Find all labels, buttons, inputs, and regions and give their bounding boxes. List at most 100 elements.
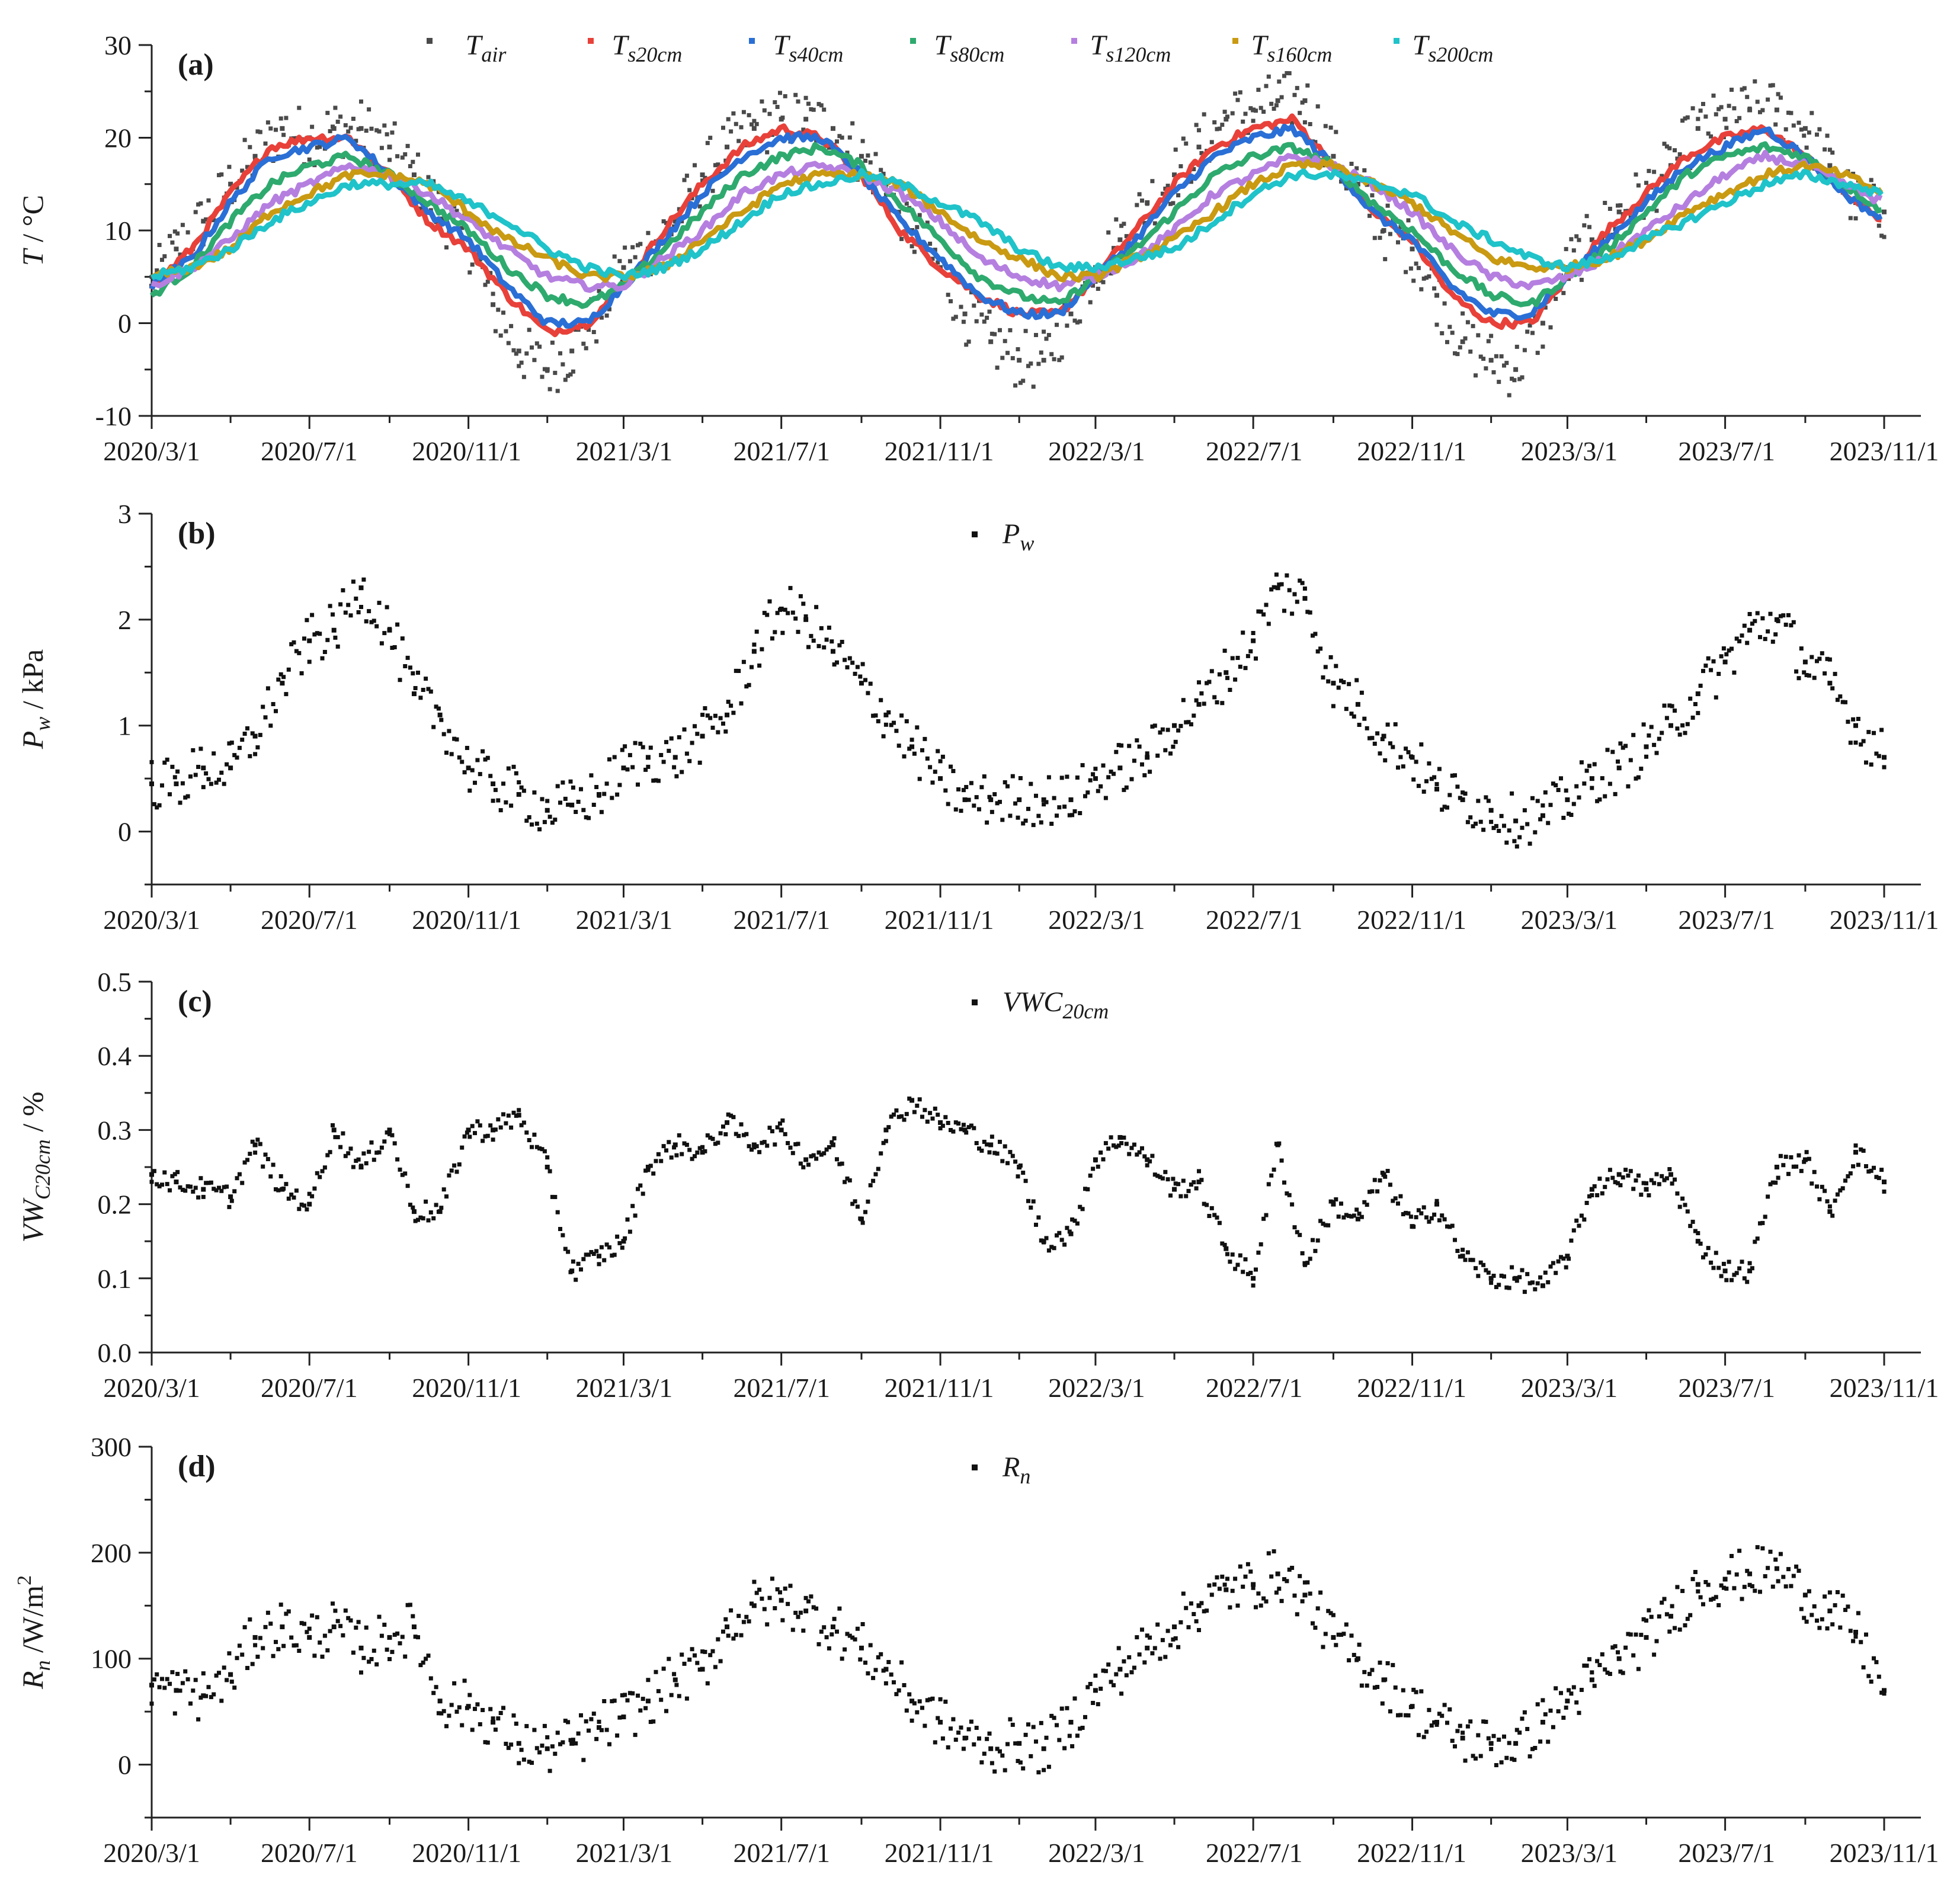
scatter-point: [1753, 1239, 1757, 1244]
scatter-point: [1571, 1685, 1576, 1690]
scatter-point: [1664, 1176, 1669, 1181]
scatter-point: [1388, 232, 1392, 236]
scatter-point: [1688, 1613, 1693, 1617]
x-tick-label: 2020/3/1: [103, 1373, 200, 1403]
scatter-point: [545, 1735, 550, 1739]
scatter-point: [757, 664, 762, 668]
scatter-point: [977, 1736, 981, 1741]
scatter-point: [1235, 98, 1240, 102]
scatter-point: [1484, 1268, 1488, 1273]
scatter-point: [1285, 573, 1289, 578]
scatter-point: [1486, 1270, 1491, 1275]
scatter-point: [232, 753, 237, 758]
scatter-point: [979, 312, 984, 317]
scatter-point: [1189, 1182, 1193, 1187]
scatter-point: [1264, 1599, 1269, 1604]
data-point: [1041, 358, 1046, 363]
scatter-point: [1647, 733, 1651, 738]
scatter-point: [1419, 1689, 1424, 1694]
scatter-point: [261, 704, 265, 709]
scatter-point: [682, 727, 687, 732]
scatter-point: [278, 672, 283, 677]
scatter-point: [1489, 1280, 1494, 1285]
scatter-point: [553, 818, 558, 822]
scatter-point: [1109, 1680, 1113, 1684]
scatter-point: [328, 1629, 332, 1633]
scatter-point: [951, 1717, 956, 1722]
scatter-point: [537, 1750, 542, 1755]
scatter-point: [928, 1111, 933, 1116]
scatter-point: [974, 1726, 979, 1730]
scatter-point: [1711, 93, 1716, 98]
scatter-point: [1812, 1169, 1817, 1174]
scatter-point: [1693, 1229, 1698, 1233]
scatter-point: [853, 1199, 857, 1204]
scatter-point: [1003, 1768, 1007, 1773]
scatter-point: [1385, 1169, 1390, 1173]
scatter-point: [1065, 774, 1069, 779]
scatter-point: [750, 1148, 754, 1152]
scatter-point: [1455, 352, 1460, 357]
scatter-point: [196, 1195, 201, 1200]
scatter-point: [444, 1194, 449, 1199]
scatter-point: [1075, 320, 1080, 325]
data-point: [1251, 1582, 1256, 1587]
scatter-point: [284, 1611, 289, 1616]
scatter-point: [1502, 823, 1506, 828]
scatter-point: [457, 1705, 462, 1710]
scatter-point: [574, 1741, 578, 1746]
scatter-point: [1590, 1193, 1594, 1197]
x-tick-label: 2021/3/1: [576, 905, 673, 935]
scatter-point: [752, 1579, 757, 1584]
scatter-point: [697, 760, 702, 765]
scatter-point: [1830, 1622, 1835, 1627]
x-tick-label: 2020/11/1: [412, 905, 521, 935]
scatter-point: [1510, 376, 1514, 381]
scatter-point: [1820, 1617, 1824, 1621]
scatter-point: [506, 1113, 511, 1118]
scatter-point: [1755, 611, 1760, 616]
data-point: [1616, 209, 1622, 214]
scatter-point: [1140, 1146, 1144, 1150]
scatter-point: [793, 92, 798, 97]
scatter-point: [1261, 1216, 1266, 1221]
y-tick-label: 0.2: [98, 1190, 132, 1220]
scatter-point: [992, 1769, 997, 1774]
scatter-point: [1388, 741, 1392, 746]
scatter-point: [912, 249, 917, 254]
scatter-point: [672, 1145, 677, 1150]
scatter-point: [1106, 775, 1111, 780]
scatter-point: [310, 124, 315, 129]
scatter-point: [263, 1152, 268, 1157]
y-tick-label: 3: [118, 499, 132, 529]
scatter-point: [1321, 675, 1325, 680]
scatter-point: [982, 774, 987, 779]
scatter-point: [1471, 824, 1475, 829]
scatter-point: [1437, 1218, 1442, 1223]
legend-marker: [1071, 38, 1077, 44]
scatter-point: [1525, 1727, 1530, 1731]
scatter-point: [1520, 825, 1525, 830]
data-point: [1827, 1209, 1833, 1214]
scatter-point: [1541, 1698, 1545, 1703]
scatter-point: [248, 1617, 252, 1622]
scatter-point: [754, 629, 759, 634]
scatter-point: [1564, 788, 1568, 793]
scatter-point: [1786, 1172, 1791, 1177]
scatter-point: [1527, 841, 1532, 846]
scatter-point: [1243, 111, 1248, 116]
scatter-point: [1416, 1208, 1421, 1213]
scatter-point: [168, 792, 172, 797]
scatter-point: [1440, 807, 1445, 812]
scatter-point: [473, 1131, 477, 1136]
data-point: [252, 733, 258, 739]
scatter-point: [395, 1157, 400, 1162]
scatter-point: [219, 1698, 224, 1703]
scatter-point: [1140, 1627, 1144, 1632]
scatter-point: [204, 1181, 209, 1185]
scatter-point: [1450, 773, 1455, 778]
scatter-point: [723, 729, 728, 734]
scatter-point: [646, 1678, 651, 1683]
scatter-point: [940, 1736, 945, 1741]
